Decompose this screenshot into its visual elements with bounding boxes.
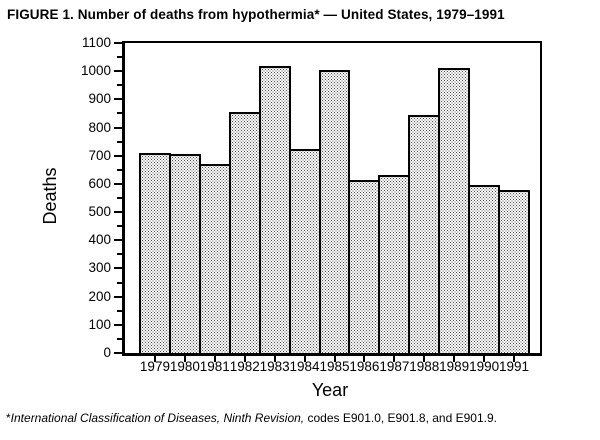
y-axis-minor-tick [117, 56, 122, 59]
x-axis-tick [423, 356, 426, 362]
y-tick-label: 1100 [81, 35, 111, 50]
x-tick-label: 1987 [379, 359, 410, 374]
y-axis-minor-tick [117, 337, 122, 340]
x-axis-tick [333, 356, 336, 362]
y-tick-label: 700 [88, 147, 111, 163]
bar-1985 [318, 69, 351, 353]
x-tick-label: 1989 [439, 359, 470, 374]
y-axis-title: Deaths [40, 167, 60, 225]
bar-1979 [139, 152, 171, 353]
bar-1983 [258, 65, 291, 353]
x-tick-label: 1983 [259, 359, 290, 374]
bar-1982 [228, 112, 261, 353]
figure-title: FIGURE 1. Number of deaths from hypother… [7, 7, 505, 22]
footnote-italic-text: International Classification of Diseases… [10, 411, 305, 425]
bar-1989 [438, 68, 471, 353]
footnote-marker: * [6, 411, 11, 425]
y-axis-minor-tick [117, 225, 122, 228]
x-tick-label: 1979 [139, 359, 170, 374]
x-tick-label: 1980 [169, 359, 200, 374]
y-tick-label: 200 [88, 288, 111, 304]
x-tick-label: 1986 [349, 359, 380, 374]
y-tick-label: 1000 [80, 63, 111, 79]
y-axis-minor-tick [117, 168, 122, 171]
bar-1990 [468, 185, 501, 353]
x-axis-tick [483, 356, 486, 362]
y-axis-major-tick [114, 70, 122, 73]
x-axis-tick [273, 356, 276, 362]
y-tick-label: 500 [88, 204, 111, 220]
y-axis-major-tick [114, 182, 122, 185]
x-axis-tick [513, 356, 516, 362]
x-tick-label: 1982 [229, 359, 260, 374]
footnote-regular-text: codes E901.0, E901.8, and E901.9. [304, 411, 497, 425]
y-axis-minor-tick [117, 112, 122, 115]
x-axis-tick [243, 356, 246, 362]
y-axis-major-tick [114, 295, 122, 298]
x-axis-tick [303, 356, 306, 362]
x-axis-tick [363, 356, 366, 362]
y-axis-major-tick [114, 154, 122, 157]
x-tick-label: 1988 [409, 359, 440, 374]
y-axis-minor-tick [117, 253, 122, 256]
x-tick-label: 1985 [319, 359, 350, 374]
y-axis-major-tick [114, 42, 122, 44]
x-axis-tick [183, 356, 186, 362]
y-axis-minor-tick [117, 84, 122, 87]
y-axis-major-tick [114, 323, 122, 326]
y-axis-minor-tick [117, 140, 122, 143]
y-tick-label: 600 [88, 175, 111, 191]
bar-1987 [378, 175, 411, 353]
y-axis-minor-tick [117, 197, 122, 199]
x-axis-tick [393, 356, 396, 362]
x-axis-tick [213, 356, 216, 362]
x-tick-label: 1984 [289, 359, 320, 374]
x-axis-title: Year [311, 380, 349, 400]
bar-1984 [288, 148, 321, 353]
x-axis-tick [453, 356, 456, 362]
y-axis-major-tick [114, 352, 122, 354]
y-axis-major-tick [114, 239, 122, 242]
plot-area: 1979 1980 1981 1982 1983 1984 1985 1986 1987 1988… [81, 36, 542, 374]
bar-1991 [498, 189, 530, 353]
x-tick-label: 1990 [469, 359, 500, 374]
y-tick-label: 300 [88, 260, 111, 276]
y-axis-major-tick [114, 98, 122, 101]
y-axis-major-tick [114, 211, 122, 214]
footnote: *International Classification of Disease… [6, 411, 497, 425]
y-axis-major-tick [114, 267, 122, 270]
bar-1981 [198, 164, 231, 353]
bar-1986 [348, 179, 381, 353]
y-axis-minor-tick [117, 281, 122, 284]
y-tick-label: 900 [88, 91, 111, 107]
bar-1980 [168, 154, 201, 353]
y-tick-label: 0 [103, 345, 111, 360]
x-axis-tick [153, 356, 156, 362]
bar-1988 [408, 114, 441, 353]
x-tick-label: 1991 [499, 359, 530, 374]
y-axis-major-tick [114, 126, 122, 129]
y-axis-minor-tick [117, 309, 122, 312]
y-tick-label: 100 [88, 316, 111, 332]
y-tick-label: 800 [88, 119, 111, 135]
x-tick-label: 1981 [199, 359, 230, 374]
y-tick-label: 400 [88, 232, 111, 248]
